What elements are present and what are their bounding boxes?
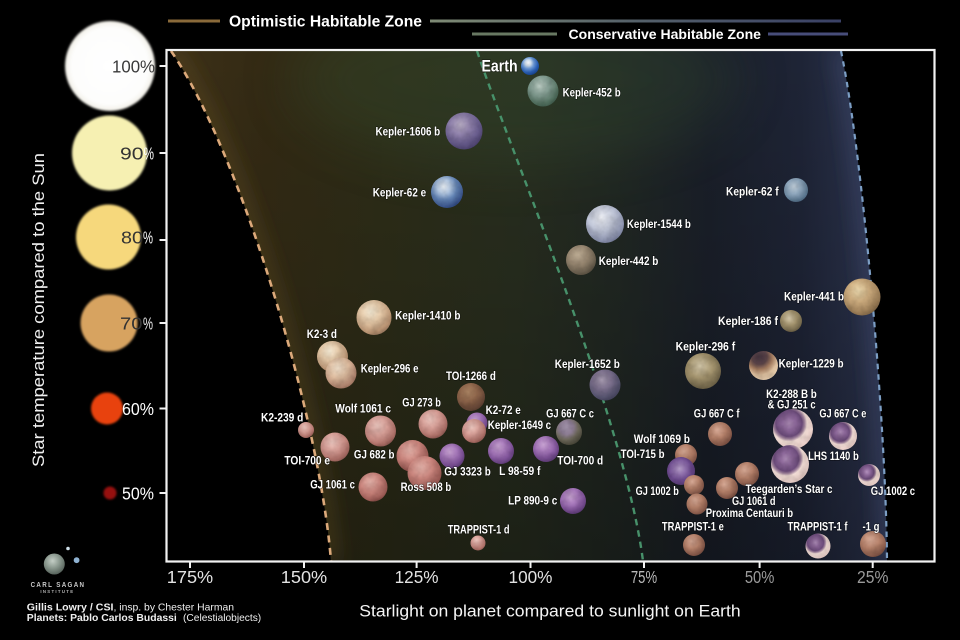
svg-text:GJ 682 b: GJ 682 b <box>354 448 395 462</box>
svg-text:TOI-715 b: TOI-715 b <box>621 447 665 461</box>
svg-text:100%: 100% <box>509 567 553 587</box>
svg-text:TRAPPIST-1 f: TRAPPIST-1 f <box>788 520 849 534</box>
svg-text:Conservative Habitable Zone: Conservative Habitable Zone <box>569 27 762 42</box>
svg-text:TOI-700 d: TOI-700 d <box>557 453 603 467</box>
svg-text:CARL SAGAN: CARL SAGAN <box>31 582 86 589</box>
svg-text:K2-3 d: K2-3 d <box>307 327 337 341</box>
svg-text:INSTITUTE: INSTITUTE <box>40 589 74 594</box>
svg-text:Star temperature compared to t: Star temperature compared to the Sun <box>30 153 48 467</box>
svg-text:LHS 1140 b: LHS 1140 b <box>808 449 859 463</box>
svg-text:L 98-59 f: L 98-59 f <box>499 464 541 478</box>
svg-text:60%: 60% <box>122 399 154 419</box>
svg-text:Proxima Centauri b: Proxima Centauri b <box>706 506 794 520</box>
svg-text:GJ 1061 c: GJ 1061 c <box>310 478 355 492</box>
svg-text:50%: 50% <box>122 483 154 503</box>
svg-text:K2-72 e: K2-72 e <box>486 403 521 417</box>
svg-text:Earth: Earth <box>482 58 518 76</box>
svg-text:175%: 175% <box>167 567 213 587</box>
svg-text:& GJ 251 c: & GJ 251 c <box>768 397 816 411</box>
svg-text:Kepler-1652 b: Kepler-1652 b <box>555 357 620 371</box>
svg-text:Wolf 1061 c: Wolf 1061 c <box>335 401 391 415</box>
svg-text:TRAPPIST-1 e: TRAPPIST-1 e <box>662 520 724 534</box>
svg-text:Kepler-186 f: Kepler-186 f <box>718 314 779 328</box>
svg-text:Ross 508 b: Ross 508 b <box>401 480 452 494</box>
svg-text:Planets: Pablo Carlos Budassi: Planets: Pablo Carlos Budassi (Celestial… <box>27 612 261 624</box>
svg-text:70%: 70% <box>120 313 153 333</box>
svg-text:50%: 50% <box>745 567 775 587</box>
svg-text:75%: 75% <box>631 567 657 587</box>
svg-text:LP 890-9 c: LP 890-9 c <box>508 494 557 508</box>
svg-text:TOI-700 e: TOI-700 e <box>284 454 330 468</box>
svg-text:90%: 90% <box>120 143 154 163</box>
svg-text:GJ 1002 b: GJ 1002 b <box>636 484 680 498</box>
svg-text:150%: 150% <box>281 567 327 587</box>
svg-text:Kepler-296 e: Kepler-296 e <box>361 361 419 375</box>
svg-text:GJ 273 b: GJ 273 b <box>402 396 441 410</box>
svg-text:Kepler-1606 b: Kepler-1606 b <box>376 124 441 138</box>
svg-text:TOI-1266 d: TOI-1266 d <box>446 369 496 383</box>
svg-text:Kepler-1649 c: Kepler-1649 c <box>488 418 551 432</box>
svg-text:Kepler-62 f: Kepler-62 f <box>726 184 779 198</box>
svg-text:Kepler-441 b: Kepler-441 b <box>784 289 844 303</box>
svg-text:Optimistic Habitable Zone: Optimistic Habitable Zone <box>229 13 422 30</box>
svg-text:Kepler-452 b: Kepler-452 b <box>563 85 621 99</box>
svg-text:25%: 25% <box>857 567 888 587</box>
svg-text:80%: 80% <box>121 227 153 247</box>
svg-text:Wolf 1069 b: Wolf 1069 b <box>634 432 691 446</box>
svg-text:GJ 1061 d: GJ 1061 d <box>732 494 776 508</box>
svg-text:Starlight on planet compared t: Starlight on planet compared to sunlight… <box>359 603 740 621</box>
svg-text:GJ 667 C c: GJ 667 C c <box>546 406 594 420</box>
svg-text:Kepler-62 e: Kepler-62 e <box>373 185 426 199</box>
svg-text:GJ 1002 c: GJ 1002 c <box>871 484 915 498</box>
svg-text:Kepler-1229 b: Kepler-1229 b <box>779 356 844 370</box>
svg-text:100%: 100% <box>112 56 155 76</box>
svg-text:-1 g: -1 g <box>863 520 880 534</box>
svg-text:GJ 3323 b: GJ 3323 b <box>444 465 491 479</box>
svg-text:Kepler-1410 b: Kepler-1410 b <box>395 308 461 322</box>
svg-text:125%: 125% <box>395 567 439 587</box>
svg-text:TRAPPIST-1 d: TRAPPIST-1 d <box>448 522 510 536</box>
svg-text:GJ 667 C e: GJ 667 C e <box>819 407 866 421</box>
svg-text:Teegarden’s Star c: Teegarden’s Star c <box>746 482 833 496</box>
svg-text:K2-239 d: K2-239 d <box>261 411 303 425</box>
svg-text:K2-288 B b: K2-288 B b <box>766 387 817 401</box>
svg-text:Kepler-442 b: Kepler-442 b <box>599 254 659 268</box>
svg-text:Gillis Lowry / CSI, insp. by C: Gillis Lowry / CSI, insp. by Chester Har… <box>27 602 234 614</box>
svg-text:Kepler-1544 b: Kepler-1544 b <box>627 217 691 231</box>
svg-text:Kepler-296 f: Kepler-296 f <box>676 339 736 353</box>
svg-text:GJ 667 C f: GJ 667 C f <box>694 407 740 421</box>
